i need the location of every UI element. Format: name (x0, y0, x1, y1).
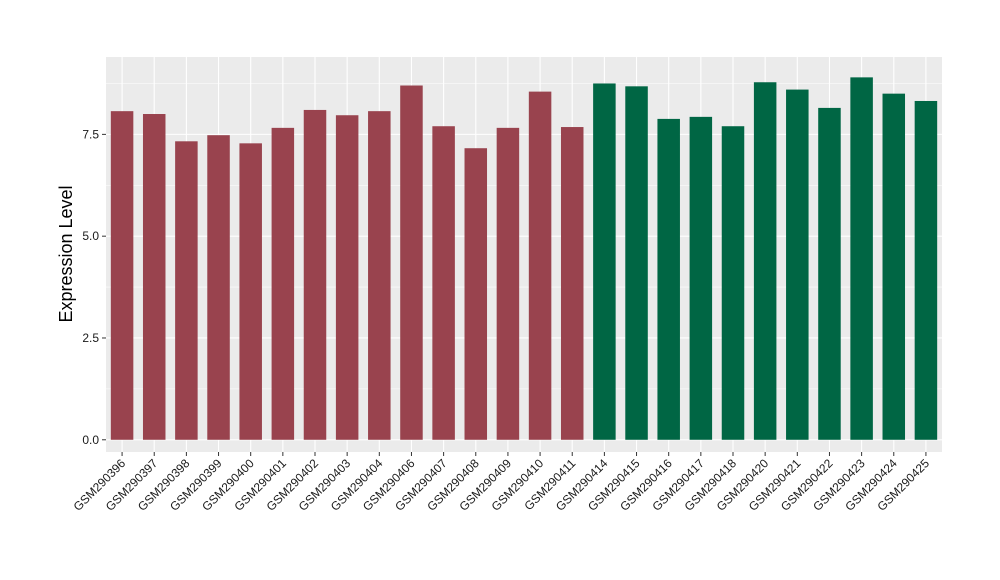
bar-GSM290421 (786, 89, 809, 440)
bar-GSM290409 (496, 127, 520, 440)
bar-GSM290418 (721, 126, 745, 440)
plot-panel (106, 57, 942, 452)
bar-GSM290423 (850, 77, 873, 440)
y-tick-label: 2.5 (82, 331, 99, 345)
bar-GSM290414 (593, 83, 616, 440)
bar-GSM290417 (689, 116, 713, 440)
bar-GSM290407 (432, 126, 455, 440)
bar-GSM290422 (818, 107, 841, 440)
bar-GSM290397 (142, 114, 166, 440)
bar-GSM290425 (914, 100, 938, 440)
bar-GSM290404 (368, 111, 391, 440)
bar-GSM290424 (882, 93, 906, 440)
bar-GSM290400 (239, 143, 262, 440)
bar-GSM290406 (400, 85, 423, 440)
bar-GSM290401 (271, 127, 295, 440)
bar-GSM290403 (335, 115, 359, 440)
bar-GSM290398 (175, 141, 198, 440)
y-tick-label: 5.0 (82, 229, 99, 243)
y-axis-title: Expression Level (56, 185, 76, 322)
y-tick-label: 7.5 (82, 127, 99, 141)
bar-GSM290396 (110, 111, 134, 440)
y-tick-label: 0.0 (82, 433, 99, 447)
bar-GSM290411 (560, 127, 584, 440)
bar-GSM290420 (753, 82, 777, 440)
bar-GSM290402 (303, 109, 327, 440)
bar-GSM290408 (464, 148, 488, 440)
bar-GSM290399 (207, 135, 230, 440)
y-axis: 0.0 2.5 5.0 7.5 (82, 127, 106, 447)
bars-layer (110, 77, 938, 440)
bar-GSM290415 (625, 86, 648, 440)
x-axis: GSM290396GSM290397GSM290398GSM290399GSM2… (71, 452, 932, 514)
bar-GSM290416 (657, 118, 680, 440)
bar-GSM290410 (528, 91, 552, 440)
